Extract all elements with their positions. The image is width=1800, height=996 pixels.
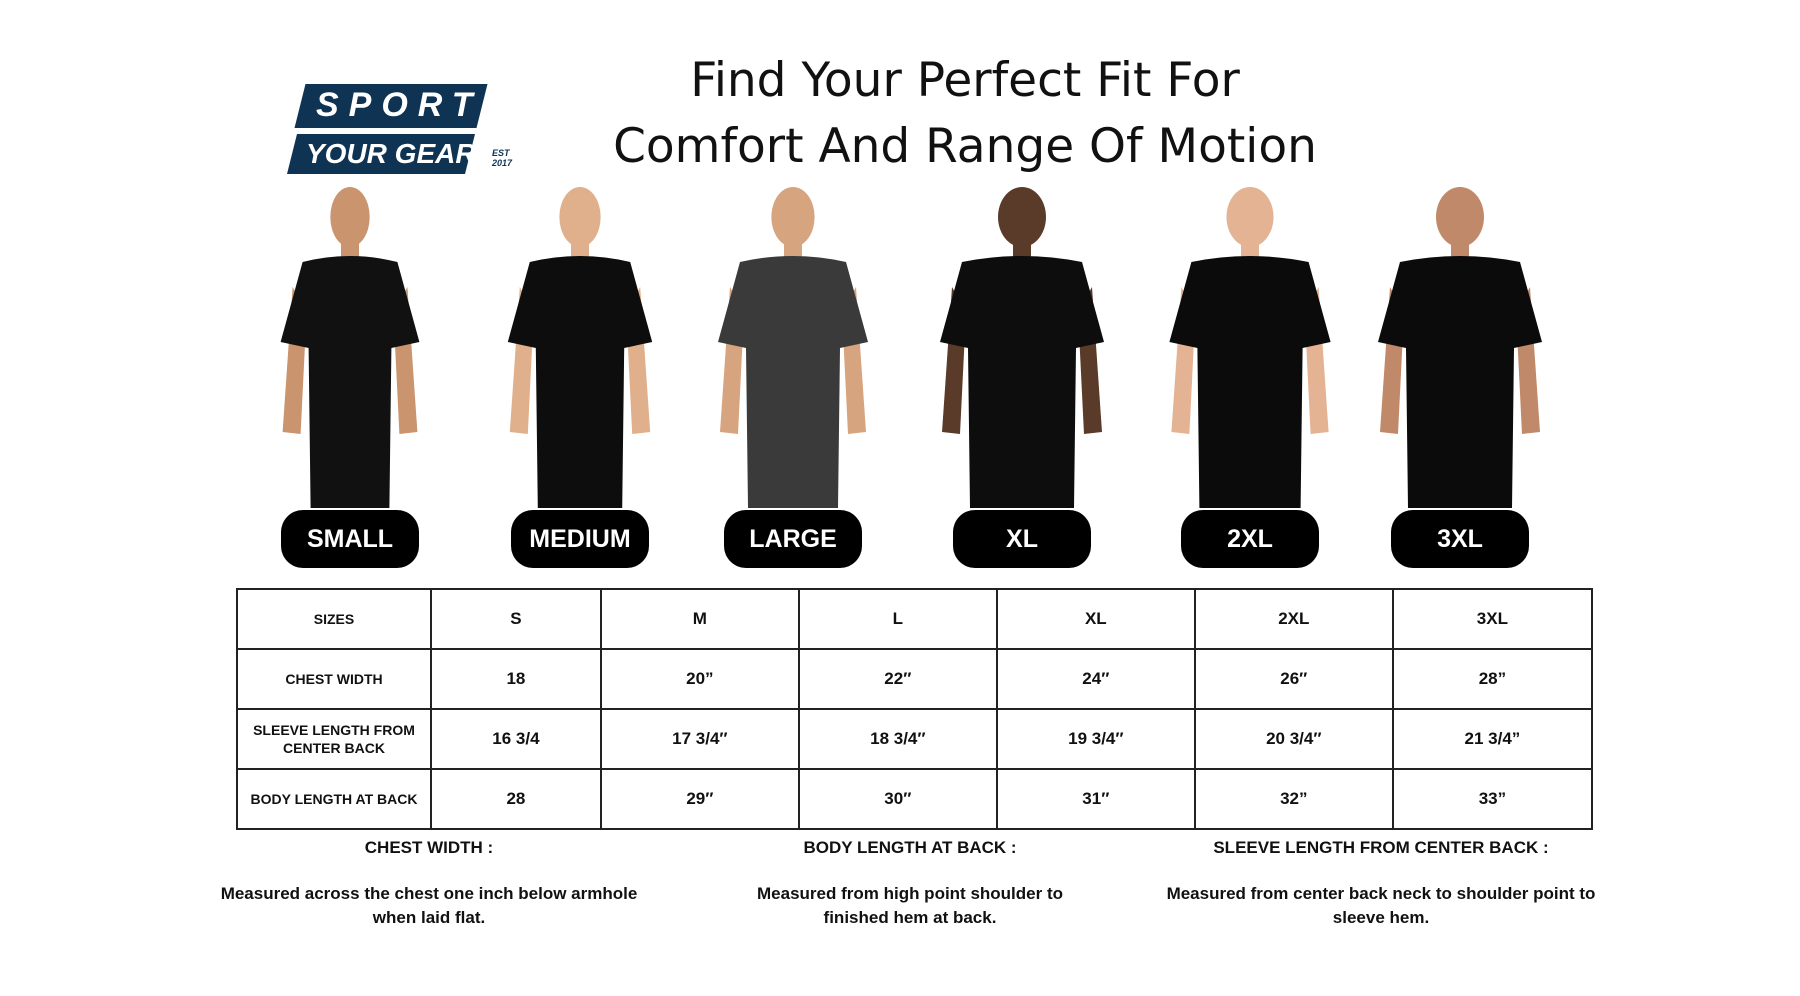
table-cell: 26″ <box>1193 648 1394 710</box>
size-badge-3xl: 3XL <box>1391 510 1529 568</box>
table-cell: 20 3/4″ <box>1193 708 1394 770</box>
title-line2: Comfort And Range Of Motion <box>613 119 1317 174</box>
row-label: SIZES <box>236 588 432 650</box>
table-cell: 3XL <box>1391 588 1594 650</box>
table-cell: 16 3/4 <box>430 708 602 770</box>
size-badge-small: SMALL <box>281 510 419 568</box>
table-cell: 18 <box>430 648 602 710</box>
note-heading: CHEST WIDTH : <box>364 838 494 857</box>
size-badge-xl: XL <box>953 510 1091 568</box>
model-photo-3xl <box>1365 172 1555 508</box>
table-cell: 2XL <box>1193 588 1394 650</box>
logo-est: EST 2017 <box>492 148 513 168</box>
model-photo-small <box>255 172 445 508</box>
page-title: Find Your Perfect Fit For Comfort And Ra… <box>540 48 1390 180</box>
model-photo-2xl <box>1155 172 1345 508</box>
table-cell: 31″ <box>995 768 1196 830</box>
model-photo-medium <box>485 172 675 508</box>
table-cell: L <box>797 588 998 650</box>
table-cell: 32” <box>1193 768 1394 830</box>
table-row: CHEST WIDTH 18 20” 22″ 24″ 26″ 28” <box>236 648 1594 710</box>
note-heading: BODY LENGTH AT BACK : <box>803 838 1017 857</box>
table-cell: 30″ <box>797 768 998 830</box>
table-row: SLEEVE LENGTH FROM CENTER BACK 16 3/4 17 3… <box>236 708 1594 770</box>
table-cell: 18 3/4″ <box>797 708 998 770</box>
note-text: Measured from high point shoulder to fin… <box>757 884 1063 927</box>
model-photo-xl <box>927 172 1117 508</box>
table-cell: S <box>430 588 602 650</box>
row-label: SLEEVE LENGTH FROM CENTER BACK <box>236 708 432 770</box>
row-label: CHEST WIDTH <box>236 648 432 710</box>
table-cell: 17 3/4″ <box>599 708 800 770</box>
size-chart-table: SIZES S M L XL 2XL 3XL CHEST WIDTH 18 20” 22″ 24″ 26… <box>236 588 1594 830</box>
size-badge-large: LARGE <box>724 510 862 568</box>
note-text: Measured across the chest one inch below… <box>220 884 638 927</box>
table-cell: 28 <box>430 768 602 830</box>
note-heading: SLEEVE LENGTH FROM CENTER BACK : <box>1213 838 1549 857</box>
note-sleeve-length: SLEEVE LENGTH FROM CENTER BACK : Measure… <box>1166 838 1596 930</box>
table-cell: 24″ <box>995 648 1196 710</box>
model-photo-large <box>698 172 888 508</box>
size-badge-2xl: 2XL <box>1181 510 1319 568</box>
note-body-length: BODY LENGTH AT BACK : Measured from high… <box>695 838 1125 930</box>
table-row: BODY LENGTH AT BACK 28 29″ 30″ 31″ 32” 33” <box>236 768 1594 830</box>
table-cell: 19 3/4″ <box>995 708 1196 770</box>
size-badge-medium: MEDIUM <box>511 510 649 568</box>
table-cell: M <box>599 588 800 650</box>
table-cell: 21 3/4” <box>1391 708 1594 770</box>
note-chest-width: CHEST WIDTH : Measured across the chest … <box>214 838 644 930</box>
table-cell: 22″ <box>797 648 998 710</box>
table-cell: 29″ <box>599 768 800 830</box>
table-cell: 28” <box>1391 648 1594 710</box>
logo-line1: SPORT <box>316 86 483 124</box>
note-text: Measured from center back neck to should… <box>1166 884 1596 927</box>
row-label: BODY LENGTH AT BACK <box>236 768 432 830</box>
table-cell: 20” <box>599 648 800 710</box>
logo-line2: YOUR GEAR <box>306 138 476 169</box>
table-cell: 33” <box>1391 768 1594 830</box>
table-row: SIZES S M L XL 2XL 3XL <box>236 588 1594 650</box>
brand-logo: SPORT YOUR GEAR EST 2017 <box>287 82 532 178</box>
table-cell: XL <box>995 588 1196 650</box>
title-line1: Find Your Perfect Fit For <box>690 53 1240 108</box>
